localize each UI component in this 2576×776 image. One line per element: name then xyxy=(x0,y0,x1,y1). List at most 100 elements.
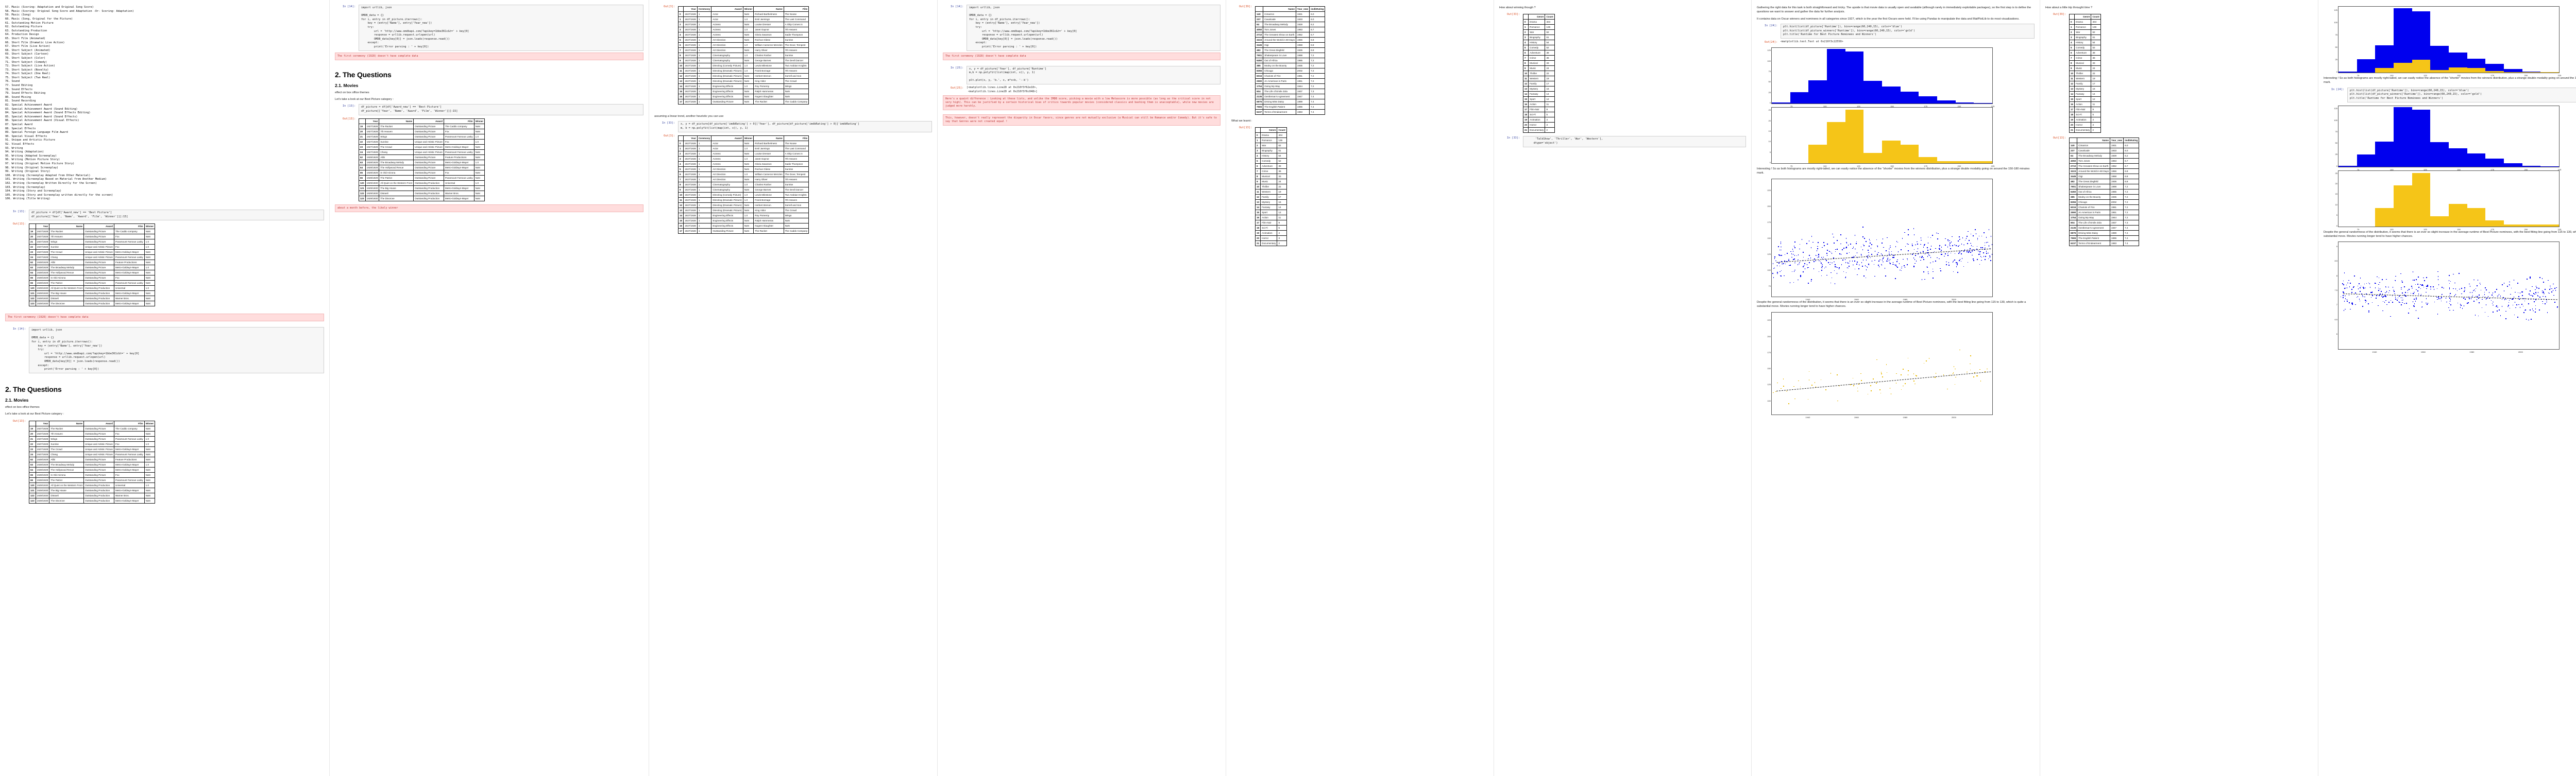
table-cell: Unique and Artistic Picture xyxy=(413,139,444,145)
y-tick-label: 25 xyxy=(2335,153,2337,156)
table-cell: 4 xyxy=(2091,117,2101,123)
code-editor[interactable]: df_picture = df[df['Award_new'] == 'Best… xyxy=(29,210,324,221)
bar xyxy=(2467,153,2486,167)
data-point xyxy=(2357,296,2359,297)
table-cell: 22 xyxy=(2091,71,2101,77)
code-cell-row[interactable]: In [13]: df_picture = df[df['Award_new']… xyxy=(335,104,643,115)
code-editor[interactable]: plt.hist(list(df_picture['Runtime']), bi… xyxy=(1781,24,2035,39)
y-tick-label: 75 xyxy=(1768,285,1771,288)
table-cell: 1.0 xyxy=(144,239,156,245)
code-cell-row[interactable]: In [25]: x, y = df_picture['Year'], df_p… xyxy=(943,65,1221,84)
table-cell: William Cameron Menzies xyxy=(753,42,784,48)
data-point xyxy=(2343,280,2344,282)
data-point xyxy=(2545,289,2546,290)
table-cell: 1927/1928 xyxy=(683,156,698,162)
error-output: The first ceremony (1928) doesn't have c… xyxy=(335,52,643,60)
data-point xyxy=(2449,298,2450,299)
code-editor[interactable]: import urllib, json OMDB_data = {} for i… xyxy=(29,327,324,373)
data-point xyxy=(1947,247,1948,248)
data-point xyxy=(1783,378,1784,380)
table-cell: NaN xyxy=(144,472,156,478)
table-cell: The Great Ziegfeld xyxy=(2077,179,2110,185)
data-point xyxy=(2557,306,2558,307)
data-point xyxy=(2423,286,2425,288)
data-point xyxy=(1822,264,1823,265)
x-tick-label: 200 xyxy=(1957,165,1961,167)
code-cell-row[interactable]: In [14]: import urllib, json OMDB_data =… xyxy=(5,327,324,373)
in-prompt: In [24]: xyxy=(1765,24,1777,28)
data-point xyxy=(2390,300,2392,301)
table-cell: 6.0 xyxy=(2123,148,2140,154)
table-row: 1 1927/1928 1 Actor 1.0 Emil Jannings The Last… xyxy=(677,145,809,151)
data-point xyxy=(1774,258,1775,259)
code-editor[interactable]: import urllib, json OMDB_data = {} for i… xyxy=(359,5,643,51)
data-point xyxy=(2449,288,2450,289)
code-editor[interactable]: x, y = df_picture[df_picture['imdbRating… xyxy=(678,121,932,132)
data-point xyxy=(1913,234,1915,235)
output-cell-row: Out[25]: [<matplotlib.lines.Line2D at 0x… xyxy=(943,86,1221,94)
data-point xyxy=(1776,265,1778,267)
code-editor[interactable]: import urllib, json OMDB_data = {} for i… xyxy=(967,5,1221,51)
table-cell: 6.8 xyxy=(1309,37,1326,43)
code-cell-row[interactable]: In [33]: 'TalkShow', 'Thriller', 'War', … xyxy=(1499,136,1746,147)
code-cell-row[interactable]: In [24]: plt.hist(list(df_picture['Runti… xyxy=(1757,24,2035,39)
code-editor[interactable]: x, y = df_picture['Year'], df_picture['R… xyxy=(967,65,1221,84)
table-cell: Mystery xyxy=(1260,199,1278,205)
data-point xyxy=(1924,279,1925,280)
data-point xyxy=(1986,251,1987,252)
code-cell-row[interactable]: In [24]: plt.hist(list(df_picture['Runti… xyxy=(2324,87,2576,102)
bar xyxy=(2394,185,2412,227)
data-point xyxy=(1794,262,1795,264)
table-cell: Fantasy xyxy=(2074,91,2092,97)
table-cell: In Old Arizona xyxy=(379,169,414,176)
data-point xyxy=(1849,260,1851,262)
data-point xyxy=(1959,239,1960,240)
row-index: 385 xyxy=(2069,194,2078,200)
data-point xyxy=(1990,236,1992,237)
table-row: 63 1928/1929 The Broadway Melody Outstandin… xyxy=(29,265,156,271)
code-cell-row[interactable]: In [33]: x, y = df_picture[df_picture['i… xyxy=(654,121,932,132)
data-point xyxy=(2537,296,2539,297)
y-tick-label: 125 xyxy=(2334,107,2337,110)
data-point xyxy=(2365,300,2366,301)
bar xyxy=(2430,45,2449,73)
table-cell: The Racket xyxy=(753,228,784,234)
code-cell-row[interactable]: In [13]: df_picture = df[df['Award_new']… xyxy=(5,210,324,221)
table-cell: 1 xyxy=(697,11,712,17)
data-point xyxy=(1773,392,1774,393)
table-row: 237 Cavalcade 1933 6.0 xyxy=(2069,148,2140,154)
table-cell: Warner Bros. xyxy=(114,296,145,302)
column-header: Award xyxy=(711,135,743,141)
table-cell: 1927/1928 xyxy=(35,446,50,452)
data-point xyxy=(2532,308,2533,309)
data-point xyxy=(2522,305,2524,307)
table-cell: 1.0 xyxy=(144,441,156,447)
data-point xyxy=(1811,385,1813,386)
code-cell-row[interactable]: In [14]: import urllib, json OMDB_data =… xyxy=(335,5,643,51)
y-tick-label: 50 xyxy=(1768,80,1771,83)
code-editor[interactable]: plt.hist(list(df_picture['Runtime']), bi… xyxy=(2347,87,2576,102)
data-point xyxy=(2430,286,2431,288)
data-point xyxy=(2401,280,2402,282)
data-point xyxy=(1888,248,1890,250)
table-row: 11 1927/1928 1 Directing (Dramatic Picture)… xyxy=(677,68,809,74)
row-index: 8 xyxy=(677,53,684,58)
table-row: 2135 Gentleman's Agreement 1947 7.4 xyxy=(1255,94,1326,99)
code-editor[interactable]: df_picture = df[df['Award_new'] == 'Best… xyxy=(359,104,643,115)
table-cell: 1 xyxy=(697,171,712,177)
table-row: 8 1927/1928 1 Cinematography 1.0 Charles Rosh… xyxy=(677,53,809,58)
data-point xyxy=(1806,243,1808,244)
data-point xyxy=(1775,391,1776,392)
table-cell: Art Direction xyxy=(711,166,743,172)
data-point xyxy=(2413,280,2415,281)
table-cell: Alibi xyxy=(49,456,84,462)
table-cell: 11 xyxy=(1277,215,1287,221)
code-editor[interactable]: 'TalkShow', 'Thriller', 'War', 'Western'… xyxy=(1523,136,1746,147)
y-tick-label: 100 xyxy=(1767,399,1771,402)
data-point xyxy=(2469,283,2470,285)
table-cell: Paramount Famous Lasky xyxy=(444,149,474,155)
code-cell-row[interactable]: In [14]: import urllib, json OMDB_data =… xyxy=(943,5,1221,51)
table-cell: Engineering Effects xyxy=(711,83,743,89)
bar xyxy=(2430,70,2449,73)
table-cell: The Noose xyxy=(783,11,809,17)
